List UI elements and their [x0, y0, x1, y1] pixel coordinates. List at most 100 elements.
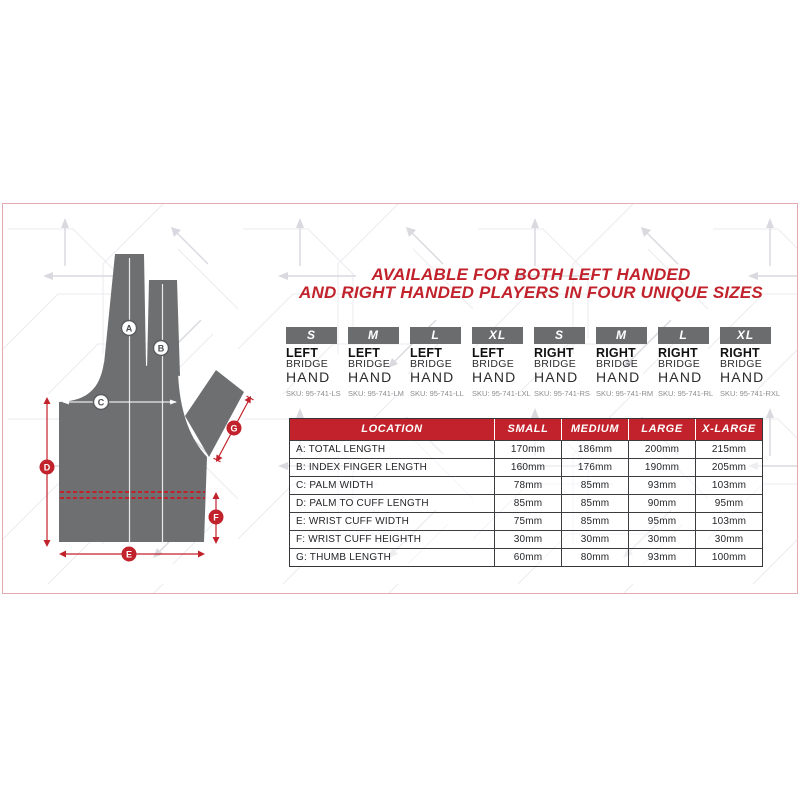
hand-label: RIGHT [658, 346, 698, 360]
size-badges-row: S LEFT BRIDGE HAND SKU: 95-741-LS M LEFT… [286, 327, 781, 398]
col-header-xlarge: X-LARGE [702, 423, 756, 435]
table-row: D: PALM TO CUFF LENGTH 85mm 85mm 90mm 95… [290, 494, 762, 512]
sku-label: SKU: 95-741-LS [286, 388, 341, 398]
bridge-label: BRIDGE [534, 358, 577, 370]
sku-label: SKU: 95-741-RM [596, 388, 654, 398]
hand-label: RIGHT [534, 346, 574, 360]
sku-label: SKU: 95-741-LXL [472, 388, 531, 398]
hand-word-label: HAND [348, 368, 393, 385]
cell-value: 30mm [696, 530, 762, 548]
cell-value: 75mm [495, 512, 562, 530]
marker-circles-red: D E F G [39, 420, 242, 562]
size-letter-box: M [596, 327, 647, 344]
content-band: A B C D E F G AVAILABLE FOR BOTH LEFT HA… [2, 203, 798, 594]
size-badge-left-m: M LEFT BRIDGE HAND SKU: 95-741-LM [348, 327, 404, 398]
hand-label: RIGHT [720, 346, 760, 360]
cell-value: 80mm [562, 548, 629, 566]
bridge-label: BRIDGE [348, 358, 391, 370]
table-row: B: INDEX FINGER LENGTH 160mm 176mm 190mm… [290, 458, 762, 476]
table-row: A: TOTAL LENGTH 170mm 186mm 200mm 215mm [290, 440, 762, 458]
col-header-large: LARGE [629, 419, 696, 440]
size-letter-box: XL [472, 327, 523, 344]
marker-c: C [98, 397, 105, 407]
cell-value: 93mm [629, 548, 696, 566]
sku-label: SKU: 95-741-RS [534, 388, 590, 398]
cell-value: 100mm [696, 548, 762, 566]
marker-e: E [126, 549, 132, 559]
cell-value: 30mm [495, 530, 562, 548]
cell-value: 160mm [495, 458, 562, 476]
cell-value: 85mm [495, 494, 562, 512]
glove-index-finger [104, 254, 146, 366]
row-label: D: PALM TO CUFF LENGTH [290, 494, 495, 512]
col-header-small: SMALL [495, 419, 562, 440]
marker-f: F [213, 512, 219, 522]
size-badge-right-s: S RIGHT BRIDGE HAND SKU: 95-741-RS [534, 327, 590, 398]
size-badge-left-xl: XL LEFT BRIDGE HAND SKU: 95-741-LXL [472, 327, 531, 398]
sku-label: SKU: 95-741-RL [658, 388, 714, 398]
sku-label: SKU: 95-741-RXL [720, 388, 781, 398]
hand-word-label: HAND [720, 368, 765, 385]
size-letter-box: L [658, 327, 709, 344]
hand-word-label: HAND [286, 368, 331, 385]
hand-label: LEFT [472, 346, 505, 360]
glove-thumb [185, 370, 244, 457]
cell-value: 215mm [696, 440, 762, 458]
hand-word-label: HAND [596, 368, 641, 385]
bridge-label: BRIDGE [658, 358, 701, 370]
cell-value: 103mm [696, 476, 762, 494]
table-row: E: WRIST CUFF WIDTH 75mm 85mm 95mm 103mm [290, 512, 762, 530]
cell-value: 85mm [562, 494, 629, 512]
cuff-dashed-lines [60, 491, 205, 499]
bridge-label: BRIDGE [410, 358, 453, 370]
cell-value: 103mm [696, 512, 762, 530]
dimension-arrowheads [43, 396, 251, 558]
size-letter-box: S [534, 327, 585, 344]
marker-d: D [44, 462, 51, 472]
hand-label: LEFT [348, 346, 381, 360]
hand-word-label: HAND [534, 368, 579, 385]
marker-g: G [230, 423, 237, 433]
row-label: G: THUMB LENGTH [290, 548, 495, 566]
hand-word-label: HAND [472, 368, 517, 385]
cell-value: 85mm [562, 476, 629, 494]
table-row: F: WRIST CUFF HEIGHTH 30mm 30mm 30mm 30m… [290, 530, 762, 548]
col-header-location: LOCATION [290, 419, 495, 440]
size-letter-box: XL [720, 327, 771, 344]
marker-circles-white: A B C [92, 319, 170, 411]
hand-label: LEFT [410, 346, 443, 360]
size-badge-right-l: L RIGHT BRIDGE HAND SKU: 95-741-RL [658, 327, 714, 398]
headline-line1: AVAILABLE FOR BOTH LEFT HANDED [371, 265, 691, 284]
cell-value: 93mm [629, 476, 696, 494]
measure-guides-white [63, 258, 176, 542]
cell-value: 90mm [629, 494, 696, 512]
cell-value: 205mm [696, 458, 762, 476]
size-letter-box: S [286, 327, 337, 344]
row-label: C: PALM WIDTH [290, 476, 495, 494]
hand-label: RIGHT [596, 346, 636, 360]
row-label: A: TOTAL LENGTH [290, 440, 495, 458]
row-label: F: WRIST CUFF HEIGHTH [290, 530, 495, 548]
sku-label: SKU: 95-741-LM [348, 388, 404, 398]
cell-value: 186mm [562, 440, 629, 458]
bridge-label: BRIDGE [596, 358, 639, 370]
size-badge-left-l: L LEFT BRIDGE HAND SKU: 95-741-LL [410, 327, 464, 398]
size-badge-right-m: M RIGHT BRIDGE HAND SKU: 95-741-RM [596, 327, 654, 398]
table-row: G: THUMB LENGTH 60mm 80mm 93mm 100mm [290, 548, 762, 566]
cell-value: 176mm [562, 458, 629, 476]
measure-guide-arrowheads [62, 399, 177, 405]
cell-value: 200mm [629, 440, 696, 458]
size-chart-table: LOCATION SMALL MEDIUM LARGE X-LARGE A: T… [289, 418, 763, 567]
table-header-row: LOCATION SMALL MEDIUM LARGE X-LARGE [290, 419, 762, 440]
size-letter-box: M [348, 327, 399, 344]
hand-word-label: HAND [410, 368, 455, 385]
col-header-medium: MEDIUM [562, 419, 629, 440]
sku-label: SKU: 95-741-LL [410, 388, 464, 398]
cell-value: 85mm [562, 512, 629, 530]
bridge-label: BRIDGE [472, 358, 515, 370]
table-row: C: PALM WIDTH 78mm 85mm 93mm 103mm [290, 476, 762, 494]
cell-value: 30mm [562, 530, 629, 548]
row-label: E: WRIST CUFF WIDTH [290, 512, 495, 530]
bridge-label: BRIDGE [286, 358, 329, 370]
